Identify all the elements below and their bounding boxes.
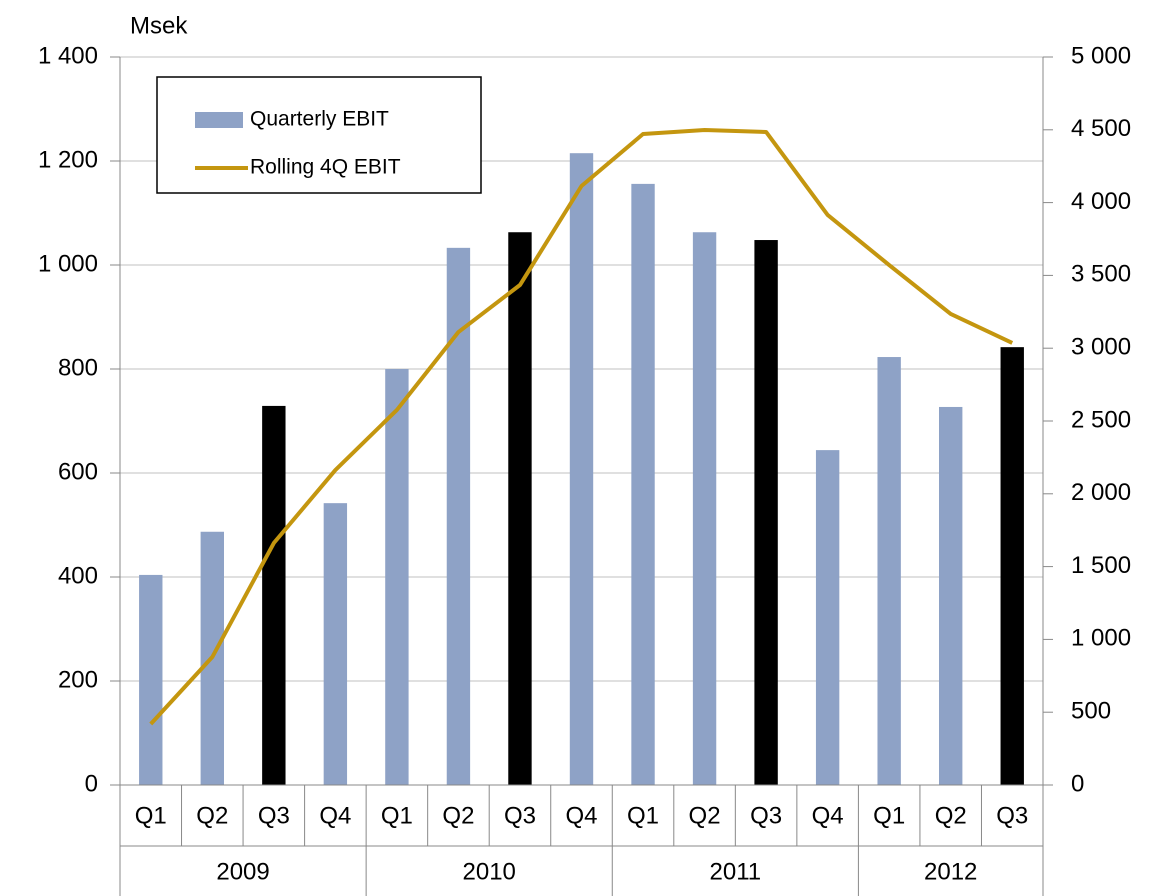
x-group-label: 2010	[463, 858, 516, 885]
y-tick-label: 800	[58, 354, 98, 381]
bar	[508, 232, 532, 786]
y2-tick-label: 3 000	[1071, 334, 1131, 361]
bar	[385, 369, 409, 785]
x-tick-label: Q4	[319, 802, 351, 829]
bar	[446, 247, 471, 786]
y2-tick-label: 4 500	[1071, 115, 1131, 142]
legend-label: Rolling 4Q EBIT	[250, 156, 401, 179]
x-tick-label: Q2	[935, 802, 967, 829]
legend-box	[156, 76, 482, 194]
y2-tick-label: 1 000	[1071, 625, 1131, 652]
x-group-label: 2012	[924, 858, 977, 885]
y2-tick-label: 2 500	[1071, 406, 1131, 433]
x-tick-label: Q2	[196, 802, 228, 829]
x-tick-label: Q1	[135, 802, 167, 829]
y-tick-label: 600	[58, 458, 98, 485]
bar	[877, 357, 901, 785]
x-tick-label: Q4	[812, 802, 844, 829]
bar	[1000, 347, 1024, 785]
y-tick-label: 1 400	[38, 42, 98, 69]
bar	[754, 240, 778, 786]
x-tick-label: Q2	[689, 802, 721, 829]
bar	[815, 450, 840, 785]
y2-tick-label: 2 000	[1071, 479, 1131, 506]
legend-swatch	[195, 112, 243, 128]
y2-tick-label: 4 000	[1071, 188, 1131, 215]
y2-tick-label: 3 500	[1071, 261, 1131, 288]
bar	[569, 153, 594, 785]
bar	[262, 405, 286, 785]
y-tick-label: 400	[58, 562, 98, 589]
y-tick-label: 1 200	[38, 146, 98, 173]
y-tick-label: 0	[85, 770, 98, 797]
x-tick-label: Q4	[565, 802, 597, 829]
bar	[939, 406, 963, 785]
x-tick-label: Q1	[381, 802, 413, 829]
x-tick-label: Q3	[996, 802, 1028, 829]
y2-tick-label: 500	[1071, 698, 1111, 725]
y-tick-label: 200	[58, 666, 98, 693]
y-axis-label: Msek	[130, 12, 188, 39]
x-tick-label: Q3	[504, 802, 536, 829]
y2-tick-label: 5 000	[1071, 42, 1131, 69]
bar	[631, 183, 655, 785]
bar	[323, 503, 348, 785]
legend-label: Quarterly EBIT	[250, 108, 389, 131]
bar	[139, 574, 163, 785]
x-tick-label: Q1	[873, 802, 905, 829]
y2-tick-label: 0	[1071, 770, 1084, 797]
x-tick-label: Q3	[258, 802, 290, 829]
y2-tick-label: 1 500	[1071, 552, 1131, 579]
y-tick-label: 1 000	[38, 250, 98, 277]
x-tick-label: Q3	[750, 802, 782, 829]
x-group-label: 2009	[216, 858, 269, 885]
x-tick-label: Q1	[627, 802, 659, 829]
x-tick-label: Q2	[442, 802, 474, 829]
bar	[692, 232, 717, 786]
line	[149, 127, 1014, 726]
x-group-label: 2011	[710, 858, 762, 885]
